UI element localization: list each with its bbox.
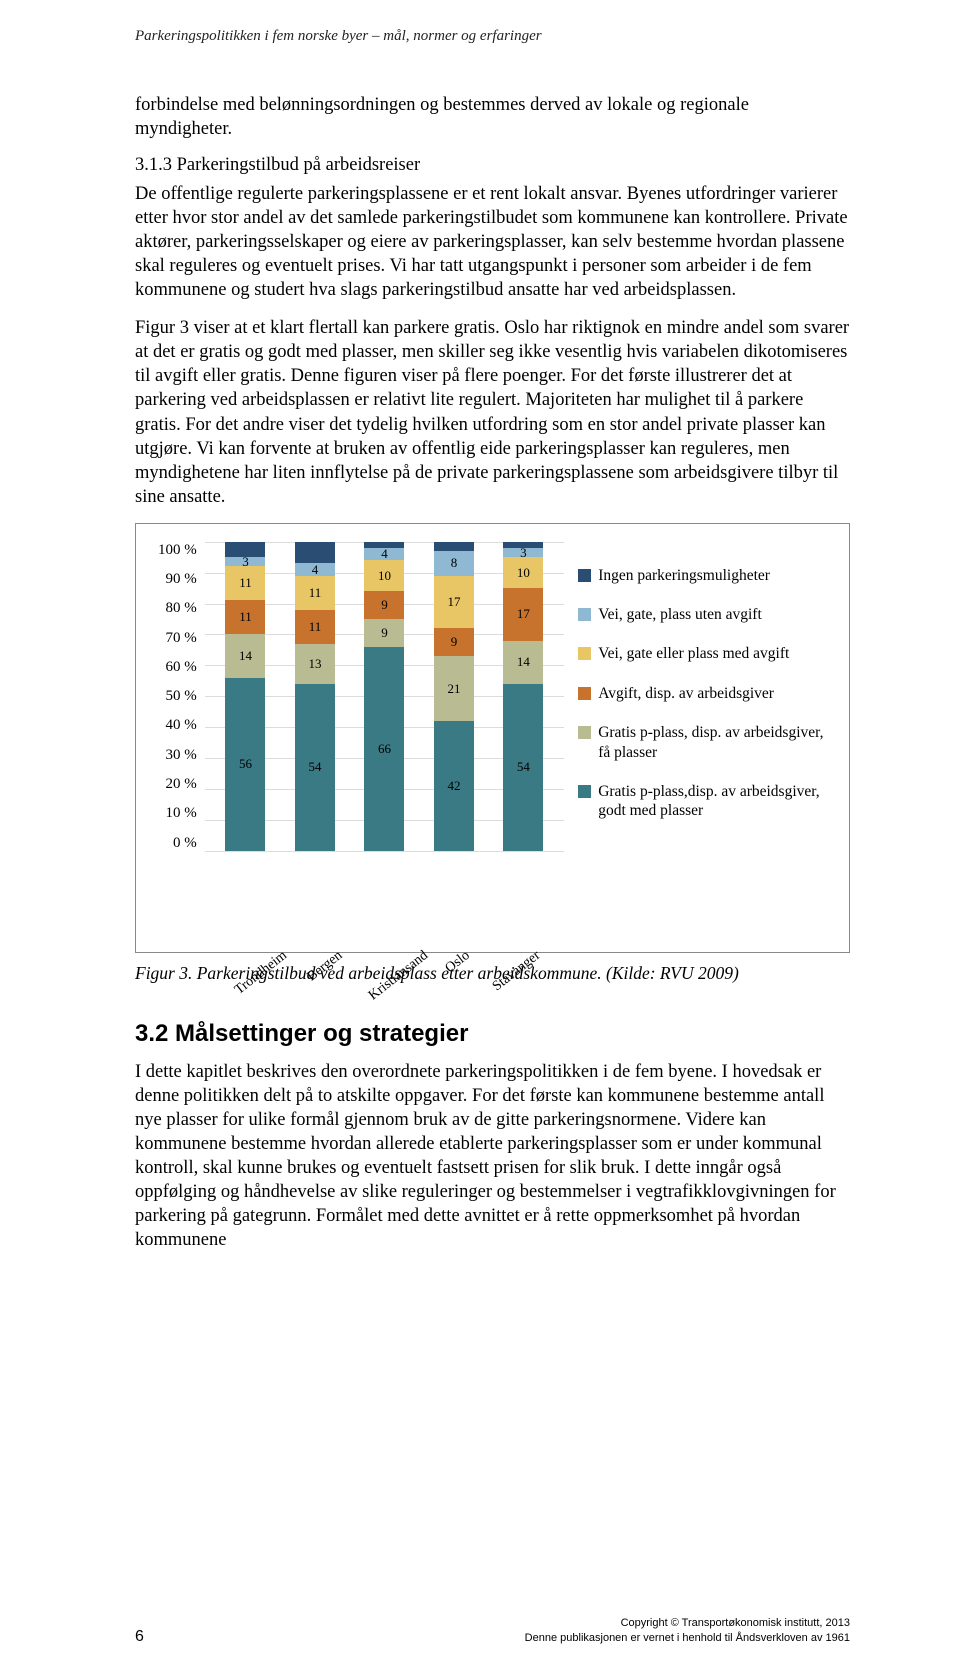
- figure-3-chart: 100 %90 %80 %70 %60 %50 %40 %30 %20 %10 …: [135, 523, 850, 953]
- legend-swatch: [578, 785, 591, 798]
- segment: 54: [503, 684, 543, 851]
- x-axis-labels: TrondheimBergenKristiansandOsloStavanger: [206, 930, 536, 946]
- chart-legend: Ingen parkeringsmuligheter Vei, gate, pla…: [564, 542, 835, 942]
- segment: [295, 542, 335, 564]
- segment: 17: [503, 588, 543, 641]
- legend-item: Gratis p-plass, disp. av arbeidsgiver, f…: [578, 723, 835, 762]
- paragraph-1: forbindelse med belønningsordningen og b…: [135, 93, 850, 141]
- y-tick: 0 %: [173, 835, 197, 852]
- bar-kristiansand: 6699104: [364, 542, 404, 851]
- segment: 10: [503, 557, 543, 588]
- segment: 11: [225, 566, 265, 600]
- segment: 42: [434, 721, 474, 851]
- legend-swatch: [578, 687, 591, 700]
- legend-swatch: [578, 569, 591, 582]
- segment: 14: [225, 634, 265, 677]
- running-head: Parkeringspolitikken i fem norske byer –…: [135, 28, 850, 45]
- legend-label: Avgift, disp. av arbeidsgiver: [598, 684, 774, 703]
- segment: 66: [364, 647, 404, 851]
- segment: 17: [434, 576, 474, 629]
- page-number: 6: [135, 1628, 144, 1646]
- y-tick: 100 %: [158, 542, 197, 559]
- legend-label: Vei, gate eller plass med avgift: [598, 644, 789, 663]
- segment: 8: [434, 551, 474, 576]
- legend-item: Gratis p-plass,disp. av arbeidsgiver, go…: [578, 782, 835, 821]
- segment: 14: [503, 641, 543, 684]
- legend-item: Avgift, disp. av arbeidsgiver: [578, 684, 835, 703]
- segment: 3: [503, 548, 543, 557]
- heading-3-2: 3.2 Målsettinger og strategier: [135, 1020, 850, 1048]
- segment: 9: [434, 628, 474, 656]
- segment: 11: [295, 576, 335, 610]
- segment: 11: [295, 610, 335, 644]
- subheading-3-1-3: 3.1.3 Parkeringstilbud på arbeidsreiser: [135, 155, 850, 176]
- y-tick: 20 %: [166, 776, 197, 793]
- segment: 13: [295, 644, 335, 684]
- y-tick: 60 %: [166, 659, 197, 676]
- plot-area: 5614111135413111146699104422191785414171…: [205, 542, 564, 852]
- bar-bergen: 541311114: [295, 542, 335, 851]
- y-tick: 30 %: [166, 747, 197, 764]
- y-axis: 100 % 90 % 80 % 70 % 60 % 50 % 40 % 30 % 20 % 10 …: [158, 542, 205, 852]
- legend-swatch: [578, 726, 591, 739]
- paragraph-4: I dette kapitlet beskrives den overordne…: [135, 1060, 850, 1252]
- segment: 9: [364, 619, 404, 647]
- legend-item: Ingen parkeringsmuligheter: [578, 566, 835, 585]
- footer-copyright: Copyright © Transportøkonomisk institutt…: [525, 1616, 850, 1631]
- y-tick: 70 %: [166, 630, 197, 647]
- segment: 54: [295, 684, 335, 851]
- legend-label: Ingen parkeringsmuligheter: [598, 566, 770, 585]
- segment: [434, 542, 474, 551]
- legend-swatch: [578, 608, 591, 621]
- segment: 10: [364, 560, 404, 591]
- y-tick: 80 %: [166, 600, 197, 617]
- legend-item: Vei, gate, plass uten avgift: [578, 605, 835, 624]
- segment: 4: [295, 563, 335, 575]
- legend-swatch: [578, 647, 591, 660]
- segment: 11: [225, 600, 265, 634]
- legend-label: Vei, gate, plass uten avgift: [598, 605, 762, 624]
- legend-item: Vei, gate eller plass med avgift: [578, 644, 835, 663]
- y-tick: 40 %: [166, 717, 197, 734]
- paragraph-3: Figur 3 viser at et klart flertall kan p…: [135, 316, 850, 508]
- segment: 4: [364, 548, 404, 560]
- legend-label: Gratis p-plass, disp. av arbeidsgiver, f…: [598, 723, 835, 762]
- page-footer: 6 Copyright © Transportøkonomisk institu…: [135, 1616, 850, 1646]
- legend-label: Gratis p-plass,disp. av arbeidsgiver, go…: [598, 782, 835, 821]
- footer-note: Denne publikasjonen er vernet i henhold …: [525, 1631, 850, 1646]
- segment: 56: [225, 678, 265, 851]
- y-tick: 10 %: [166, 805, 197, 822]
- bar-oslo: 42219178: [434, 542, 474, 851]
- y-tick: 90 %: [166, 571, 197, 588]
- bar-stavanger: 541417103: [503, 542, 543, 851]
- segment: 9: [364, 591, 404, 619]
- segment: 21: [434, 656, 474, 721]
- bar-trondheim: 561411113: [225, 542, 265, 851]
- segment: 3: [225, 557, 265, 566]
- paragraph-2: De offentlige regulerte parkeringsplasse…: [135, 182, 850, 302]
- y-tick: 50 %: [166, 688, 197, 705]
